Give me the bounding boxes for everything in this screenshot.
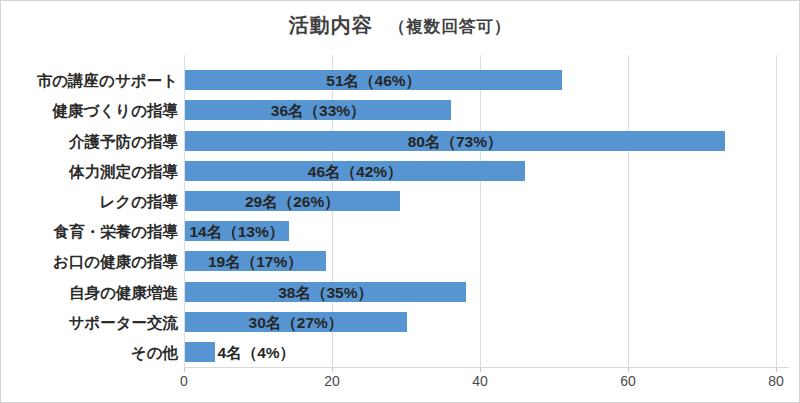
bar: 80名（73%）	[185, 131, 725, 151]
x-axis-line	[184, 367, 789, 368]
gridline	[628, 55, 629, 367]
bar-value-label: 30名（27%）	[185, 312, 407, 333]
bar-value-label: 38名（35%）	[185, 282, 466, 303]
bar: 36名（33%）	[185, 100, 451, 120]
bar: 14名（13%）	[185, 221, 289, 241]
bar-value-label: 29名（26%）	[185, 191, 400, 212]
bar-chart: 活動内容 （複数回答可） 0 20 40 60 80 市の講座のサポート 51名（46%） 健康…	[0, 0, 800, 403]
chart-title-main: 活動内容	[289, 14, 373, 36]
x-tick-label: 0	[180, 373, 188, 389]
chart-title: 活動内容 （複数回答可）	[1, 12, 799, 39]
category-label: サポーター交流	[1, 312, 178, 332]
bar: 30名（27%）	[185, 312, 407, 332]
gridline	[776, 55, 777, 367]
bar: 46名（42%）	[185, 161, 525, 181]
bar: 51名（46%）	[185, 70, 562, 90]
bar: 29名（26%）	[185, 191, 400, 211]
bar-value-label: 19名（17%）	[185, 251, 326, 272]
bar-value-label: 80名（73%）	[185, 131, 725, 152]
category-label: お口の健康の指導	[1, 251, 178, 271]
bar-value-label: 14名（13%）	[185, 221, 289, 242]
bar-value-label: 4名（4%）	[215, 342, 296, 363]
category-label: 食育・栄養の指導	[1, 221, 178, 241]
category-label: レクの指導	[1, 191, 178, 211]
x-tick-label: 20	[324, 373, 340, 389]
category-label: その他	[1, 342, 178, 362]
bar-value-label: 46名（42%）	[185, 161, 525, 182]
bar-value-label: 36名（33%）	[185, 100, 451, 121]
bar: 19名（17%）	[185, 251, 326, 271]
category-label: 健康づくりの指導	[1, 100, 178, 120]
x-tick-label: 60	[620, 373, 636, 389]
x-tick-label: 40	[472, 373, 488, 389]
category-label: 介護予防の指導	[1, 131, 178, 151]
x-tick-label: 80	[768, 373, 784, 389]
bar-value-label: 51名（46%）	[185, 70, 562, 91]
gridline	[480, 55, 481, 367]
category-label: 市の講座のサポート	[1, 70, 178, 90]
chart-title-sub: （複数回答可）	[389, 17, 512, 35]
bar: 4名（4%）	[185, 342, 215, 362]
category-label: 自身の健康増進	[1, 282, 178, 302]
bar: 38名（35%）	[185, 282, 466, 302]
category-label: 体力測定の指導	[1, 161, 178, 181]
